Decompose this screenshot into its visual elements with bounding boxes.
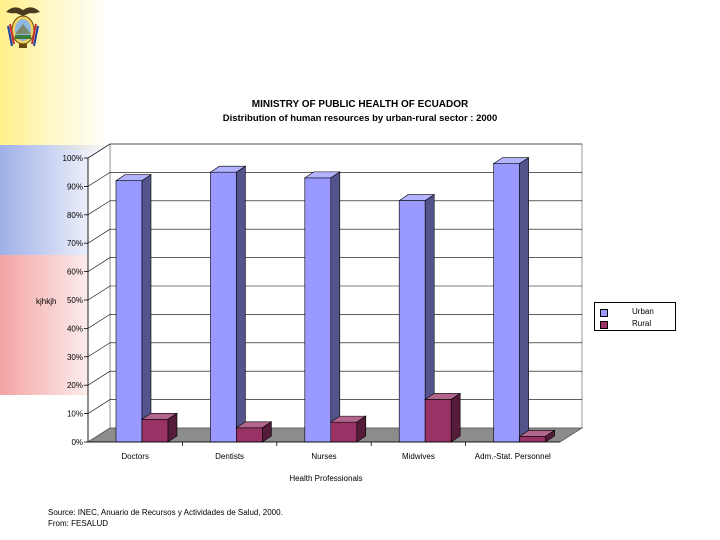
rural-bar-side (450, 392, 461, 443)
rural-bar-side (356, 415, 367, 443)
ecuador-coat-of-arms-icon (6, 7, 40, 48)
urban-bar-front (304, 177, 332, 443)
legend-swatch-rural (600, 321, 608, 329)
gridline (87, 172, 582, 187)
chart-title: MINISTRY OF PUBLIC HEALTH OF ECUADOR (251, 99, 469, 110)
chart-legend: Urban Rural (594, 302, 676, 331)
y-tick-label: 70% (67, 239, 83, 248)
from-line: From: FESALUD (48, 519, 109, 528)
chart-subtitle: Distribution of human resources by urban… (222, 113, 498, 124)
y-tick-label: 100% (63, 154, 83, 163)
stray-text: kjhkjh (36, 297, 57, 306)
x-tick-label: Dentists (215, 452, 244, 461)
legend-swatch-urban (600, 309, 608, 317)
x-tick-label: Nurses (311, 452, 336, 461)
gridline (87, 143, 582, 159)
rural-bar-side (545, 429, 555, 443)
y-tick-label: 50% (67, 296, 83, 305)
y-tick-label: 80% (67, 211, 83, 220)
rural-bar-front (330, 421, 358, 443)
urban-bar-front (210, 171, 237, 443)
rural-bar-side (262, 421, 272, 443)
legend-label-rural: Rural (632, 319, 652, 328)
urban-bar-side (519, 157, 529, 443)
urban-bar-front (493, 163, 520, 443)
y-tick-label: 30% (67, 353, 83, 362)
x-axis-label-text: Health Professionals (289, 474, 363, 483)
y-tick-label: 40% (67, 324, 83, 333)
rural-bar-front (141, 418, 169, 443)
rural-bar-front (519, 436, 546, 443)
legend-item-urban: Urban (600, 307, 674, 317)
urban-bar-front (398, 200, 426, 443)
rural-bar-side (167, 412, 178, 443)
urban-bar-side (330, 171, 341, 443)
y-tick-label: 0% (71, 438, 83, 447)
x-tick-label: Adm.-Stat. Personnel (475, 452, 551, 461)
legend-item-rural: Rural (600, 319, 674, 329)
y-tick-label: 60% (67, 268, 83, 277)
y-tick-label: 20% (67, 381, 83, 390)
legend-label-urban: Urban (632, 307, 654, 316)
rural-bar-front (236, 427, 263, 443)
urban-bar-front (115, 180, 143, 443)
x-tick-label: Midwives (402, 452, 435, 461)
y-tick-label: 90% (67, 182, 83, 191)
x-tick-label: Doctors (121, 452, 149, 461)
source-line: Source: INEC, Anuario de Recursos y Acti… (48, 508, 283, 517)
urban-bar-side (141, 174, 152, 443)
source-note: Source: INEC, Anuario de Recursos y Acti… (48, 507, 283, 529)
rural-bar-front (424, 399, 452, 443)
urban-bar-side (236, 165, 246, 443)
y-tick-label: 10% (67, 410, 83, 419)
